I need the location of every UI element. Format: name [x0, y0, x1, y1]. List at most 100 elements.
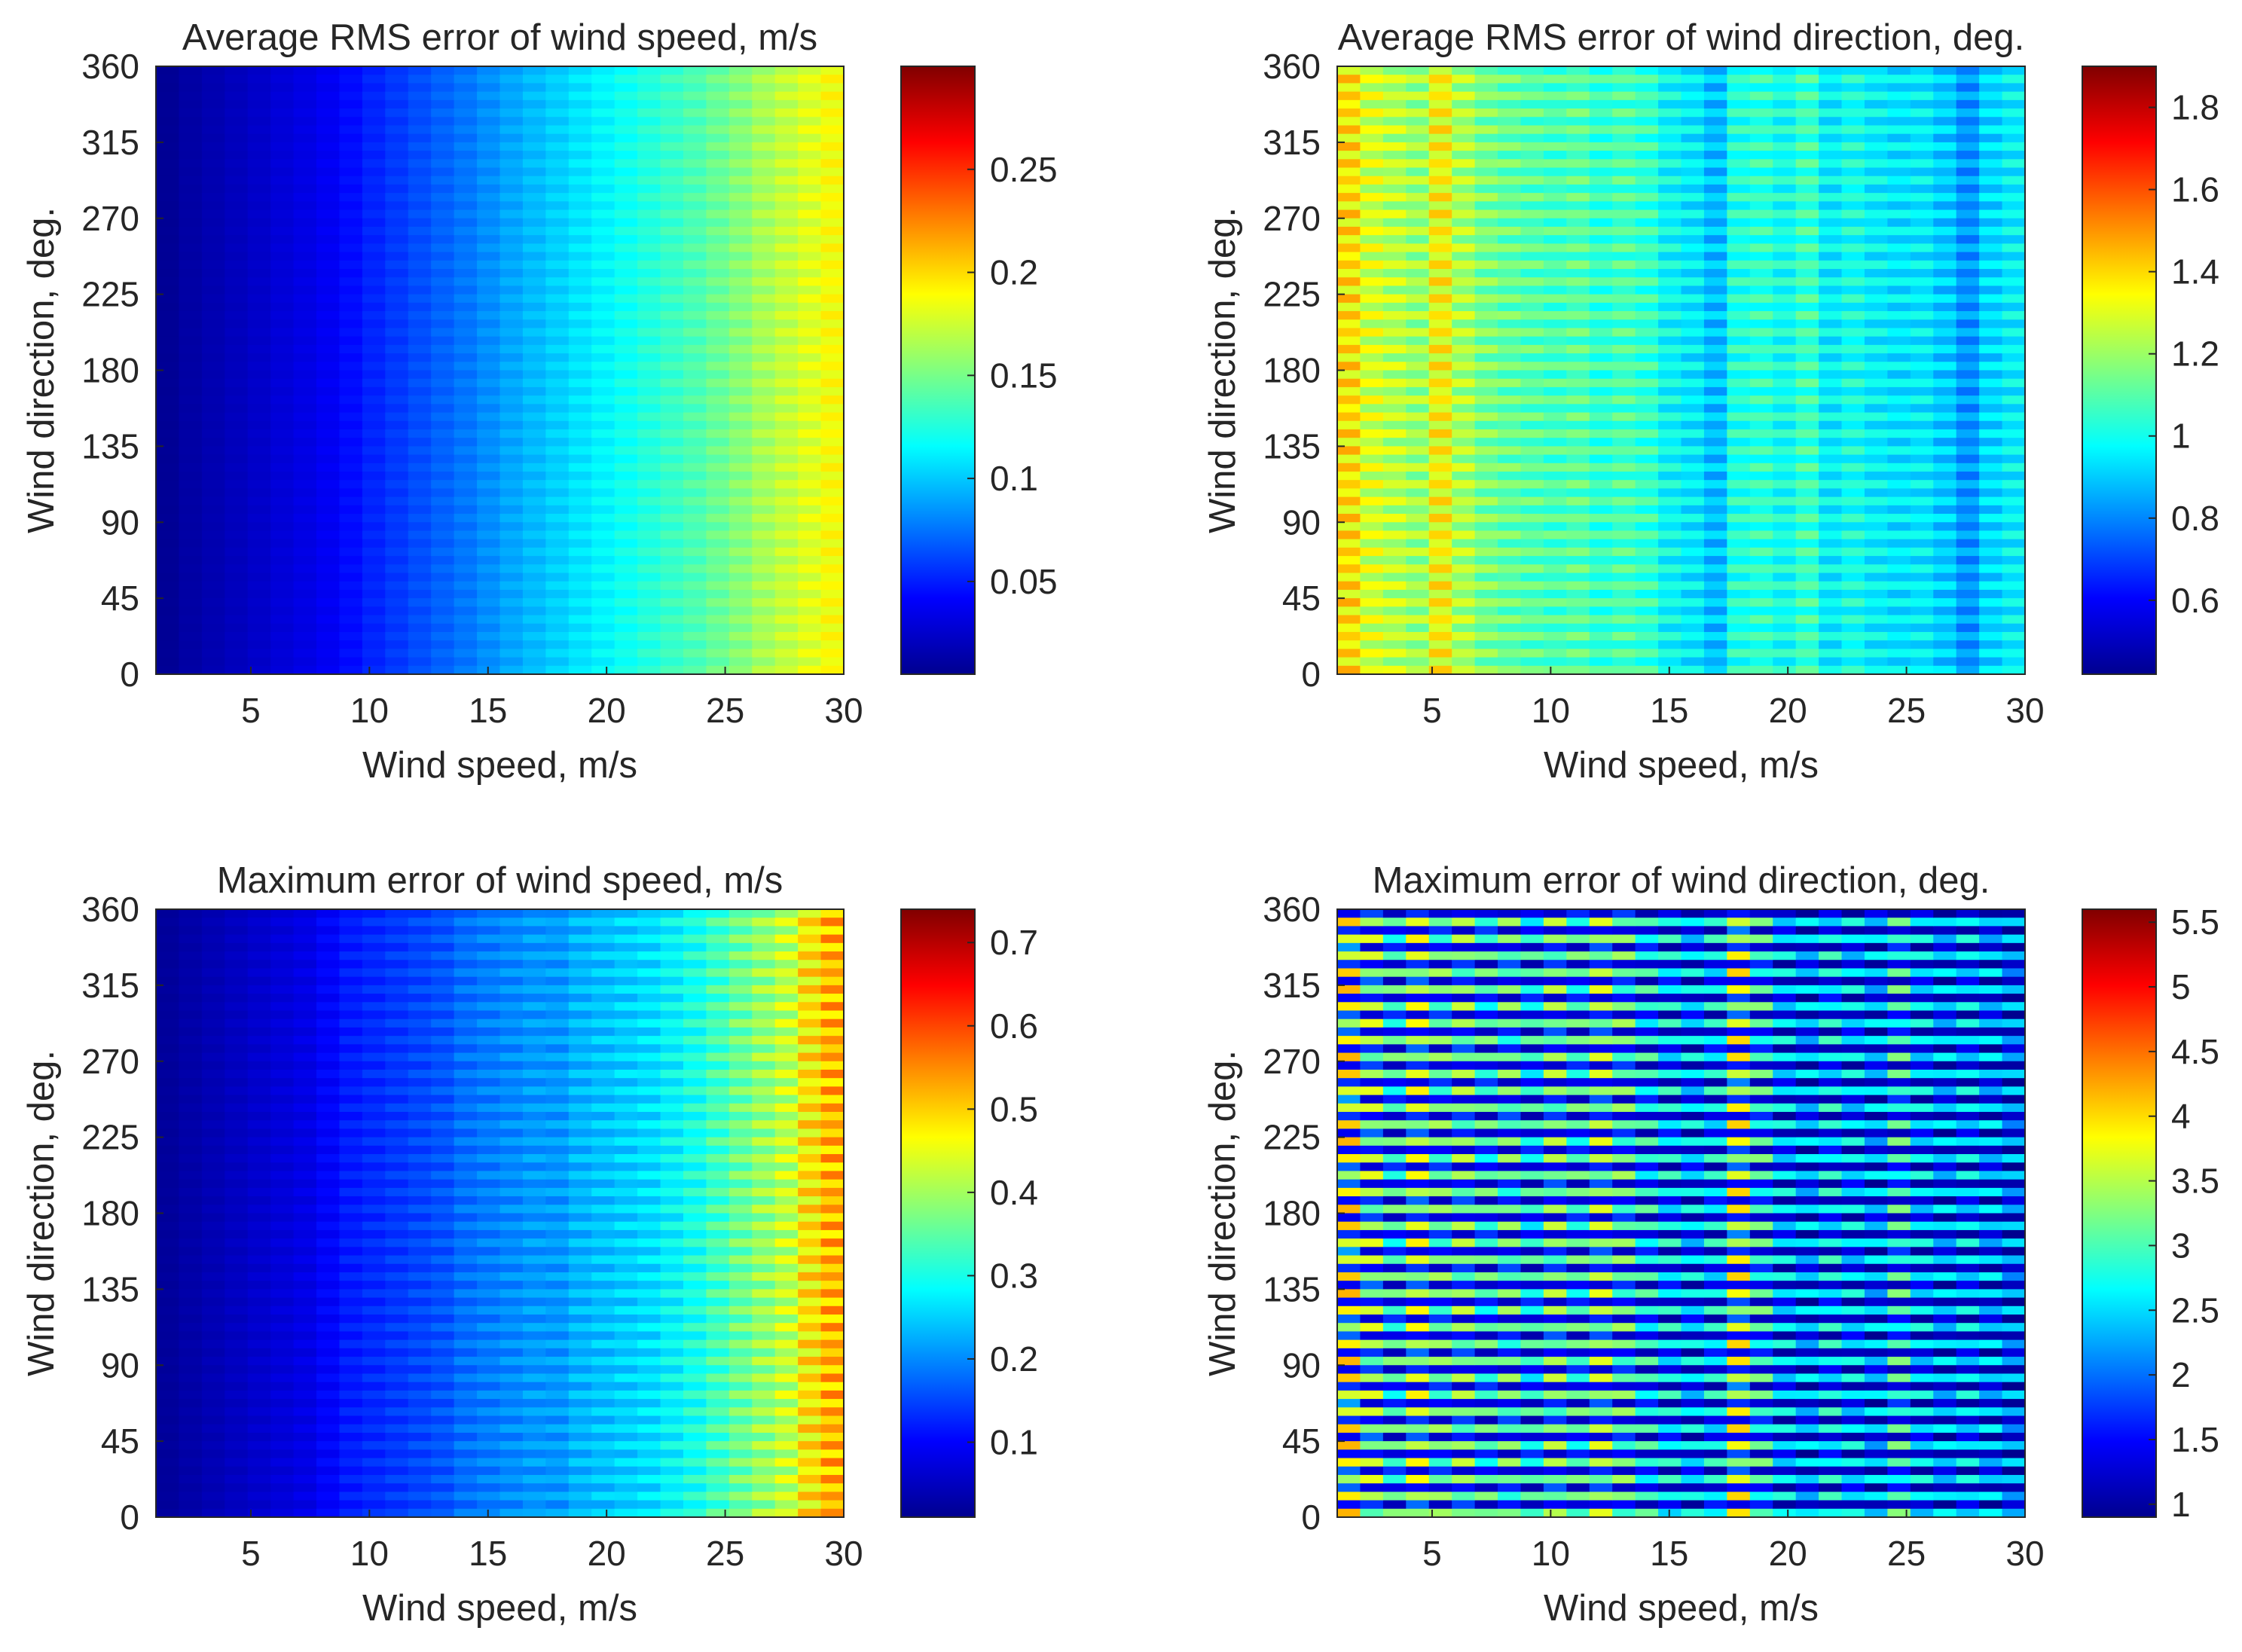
heat-cell — [1681, 649, 1705, 658]
heat-cell — [798, 505, 822, 515]
heat-cell — [1520, 151, 1544, 160]
heat-cell — [660, 496, 684, 506]
heat-cell — [728, 530, 753, 540]
heat-cell — [637, 556, 661, 565]
heat-cell — [1864, 125, 1888, 135]
heat-cell — [247, 1399, 271, 1408]
heat-cell — [1681, 429, 1705, 438]
heat-cell — [1589, 176, 1613, 185]
heat-cell — [1566, 539, 1590, 548]
heat-cell — [1382, 480, 1407, 490]
heat-cell — [1658, 472, 1682, 481]
heat-cell — [270, 353, 295, 362]
heat-cell — [316, 1205, 341, 1214]
heat-cell — [660, 581, 684, 591]
heat-cell — [316, 1365, 341, 1375]
y-tick-label: 0 — [120, 655, 139, 694]
heat-cell — [1658, 201, 1682, 211]
heat-cell — [1498, 294, 1522, 304]
heat-cell — [225, 99, 249, 109]
heat-cell — [820, 176, 845, 185]
heat-cell — [247, 438, 271, 447]
heat-cell — [179, 1483, 203, 1492]
heat-cell — [774, 640, 799, 649]
heat-cell — [477, 514, 501, 523]
heat-cell — [1933, 209, 1957, 219]
heat-cell — [591, 108, 615, 118]
heat-cell — [1452, 159, 1476, 169]
heat-cell — [1933, 108, 1957, 118]
heat-cell — [1520, 362, 1544, 371]
heat-cell — [1452, 623, 1476, 633]
colorbar-tick-label: 1.6 — [2171, 170, 2219, 209]
heat-cell — [728, 640, 753, 649]
heat-cell — [1406, 623, 1430, 633]
heat-cell — [1382, 488, 1407, 498]
heat-cell — [293, 1036, 317, 1045]
heat-cell — [1452, 218, 1476, 227]
heat-cell — [316, 108, 341, 118]
heat-cell — [1543, 438, 1567, 447]
heat-cell — [545, 480, 570, 490]
heat-cell — [1703, 75, 1727, 84]
heat-cell — [270, 1128, 295, 1138]
heat-cell — [431, 193, 455, 202]
heat-cell — [247, 167, 271, 177]
heat-cell — [683, 556, 707, 565]
heat-cell — [1933, 649, 1957, 658]
heat-cell — [179, 1432, 203, 1442]
heat-cell — [1635, 378, 1659, 388]
heat-cell — [293, 201, 317, 211]
heat-cell — [1910, 336, 1934, 346]
heat-cell — [225, 640, 249, 649]
heat-cell — [1727, 615, 1751, 624]
heat-cell — [2002, 505, 2026, 515]
heat-cell — [1360, 530, 1384, 540]
heat-cell — [293, 926, 317, 936]
heat-cell — [1727, 125, 1751, 135]
heat-cell — [568, 615, 592, 624]
heat-cell — [1773, 395, 1797, 405]
heat-cell — [1498, 66, 1522, 75]
heat-cell — [179, 472, 203, 481]
heat-cell — [1566, 91, 1590, 101]
heat-cell — [1749, 311, 1773, 320]
heat-cell — [247, 66, 271, 75]
heat-cell — [2002, 454, 2026, 464]
heat-cell — [1543, 302, 1567, 312]
heat-cell — [225, 573, 249, 582]
heat-cell — [1681, 640, 1705, 649]
heat-cell — [1956, 378, 1980, 388]
heat-cell — [1452, 108, 1476, 118]
heat-cell — [1727, 463, 1751, 472]
heat-cell — [568, 260, 592, 270]
heat-cell — [1681, 598, 1705, 607]
heat-cell — [2002, 218, 2026, 227]
heat-cell — [728, 311, 753, 320]
heat-cell — [683, 581, 707, 591]
heat-cell — [1703, 631, 1727, 641]
heat-cell — [316, 1458, 341, 1467]
heat-cell — [316, 235, 341, 244]
heat-cell — [1819, 269, 1843, 278]
heat-cell — [1428, 176, 1452, 185]
heat-cell — [1658, 286, 1682, 295]
heat-cell — [774, 505, 799, 515]
heat-cell — [1474, 496, 1498, 506]
heat-cell — [614, 269, 638, 278]
heat-cell — [1360, 598, 1384, 607]
heat-cell — [270, 1086, 295, 1096]
heat-cell — [385, 133, 409, 143]
heat-cell — [225, 1407, 249, 1417]
heat-cell — [201, 640, 225, 649]
heatmap-panel-2: 5 10 15 20 25 3004590135180225270315360Averag… — [1202, 17, 2219, 786]
heat-cell — [728, 142, 753, 151]
heat-cell — [1773, 514, 1797, 523]
heat-cell — [201, 514, 225, 523]
heat-cell — [1337, 463, 1361, 472]
heat-cell — [1474, 218, 1498, 227]
heat-cell — [293, 968, 317, 978]
heat-cell — [247, 1365, 271, 1375]
heat-cell — [2002, 260, 2026, 270]
heat-cell — [1819, 226, 1843, 236]
